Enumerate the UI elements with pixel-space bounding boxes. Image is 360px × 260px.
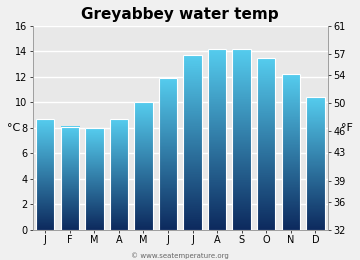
Bar bbox=[183, 55, 202, 230]
Bar bbox=[208, 49, 226, 230]
Bar bbox=[282, 74, 300, 230]
Bar bbox=[233, 49, 251, 230]
Bar bbox=[110, 119, 128, 230]
Bar bbox=[134, 102, 153, 230]
Bar bbox=[85, 128, 104, 230]
Y-axis label: °C: °C bbox=[7, 123, 20, 133]
Y-axis label: °F: °F bbox=[341, 123, 353, 133]
Bar bbox=[257, 58, 275, 230]
Text: © www.seatemperature.org: © www.seatemperature.org bbox=[131, 252, 229, 259]
Bar bbox=[60, 127, 79, 230]
Title: Greyabbey water temp: Greyabbey water temp bbox=[81, 7, 279, 22]
Bar bbox=[306, 97, 325, 230]
Bar bbox=[36, 119, 54, 230]
Bar bbox=[159, 78, 177, 230]
